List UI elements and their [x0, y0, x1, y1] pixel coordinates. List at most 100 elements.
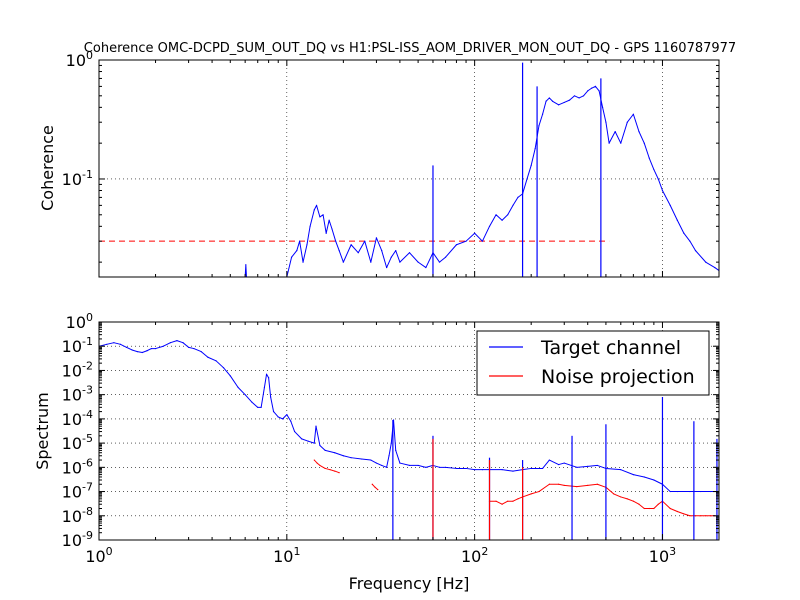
- spectrum-point-target-channel: [313, 442, 315, 444]
- coherence-ytick-label: 10-1: [62, 168, 93, 189]
- spectrum-point-target-channel: [315, 425, 317, 427]
- spectrum-point-noise-projection: [676, 510, 678, 513]
- coherence-point-coherence: [507, 214, 509, 216]
- spectrum-point-target-channel: [563, 462, 565, 464]
- coherence-point-coherence: [551, 100, 554, 102]
- spectrum-point-target-channel: [324, 449, 326, 451]
- spectrum-point-target-channel: [263, 386, 266, 388]
- coherence-series-coherence: [244, 85, 719, 277]
- coherence-point-coherence: [408, 252, 411, 254]
- spectrum-ytick-label: 10-9: [62, 529, 93, 550]
- spectrum-point-target-channel: [676, 490, 678, 493]
- spectrum-point-noise-projection: [648, 507, 650, 510]
- spectrum-point-target-channel: [106, 343, 108, 345]
- coherence-point-coherence: [481, 240, 484, 242]
- spectrum-point-target-channel: [512, 470, 514, 472]
- spectrum-ytick-label: 10-8: [62, 505, 93, 526]
- spectrum-point-noise-projection: [576, 486, 578, 488]
- spectrum-point-target-channel: [350, 457, 352, 459]
- spectrum-point-target-channel: [632, 474, 634, 476]
- spectrum-point-target-channel: [481, 469, 484, 471]
- spectrum-point-noise-projection: [313, 459, 315, 461]
- coherence-point-coherence: [331, 228, 333, 230]
- spectrum-ytick-label: 10-5: [62, 432, 93, 453]
- spectrum-point-target-channel: [386, 466, 388, 468]
- spectrum-point-target-channel: [342, 455, 344, 457]
- spectrum-point-noise-projection: [613, 493, 615, 495]
- spectrum-point-target-channel: [653, 479, 655, 481]
- coherence-point-coherence: [548, 97, 550, 99]
- coherence-point-coherence: [425, 266, 427, 269]
- coherence-point-coherence: [605, 121, 607, 123]
- coherence-ytick-label: 100: [66, 49, 93, 70]
- spectrum-point-target-channel: [270, 396, 272, 398]
- spectrum-point-target-channel: [125, 346, 128, 348]
- spectrum-point-target-channel: [700, 490, 702, 493]
- coherence-point-coherence: [299, 240, 301, 242]
- spectrum-ytick-label: 10-3: [62, 384, 93, 405]
- coherence-point-coherence: [587, 90, 589, 92]
- spectrum-point-target-channel: [293, 430, 296, 433]
- spectrum-ytick-label: 10-1: [62, 335, 93, 356]
- spectrum-point-target-channel: [465, 467, 467, 470]
- spectrum-point-target-channel: [334, 452, 336, 454]
- spectrum-point-target-channel: [200, 351, 202, 353]
- coherence-point-coherence: [657, 178, 659, 180]
- spectrum-point-target-channel: [176, 340, 178, 342]
- coherence-point-coherence: [315, 204, 318, 206]
- coherence-panel: 10-1 100 Coherence: [38, 49, 720, 278]
- coherence-point-coherence: [364, 240, 366, 242]
- spectrum-point-noise-projection: [507, 500, 509, 502]
- spectrum-ytick-label: 10-4: [62, 408, 93, 429]
- spectrum-point-target-channel: [136, 351, 138, 353]
- spectrum-point-noise-projection: [374, 486, 376, 488]
- coherence-point-coherence: [632, 113, 634, 115]
- spectrum-point-target-channel: [150, 347, 152, 350]
- coherence-point-coherence: [620, 142, 622, 144]
- spectrum-point-target-channel: [257, 406, 259, 408]
- coherence-point-coherence: [689, 240, 691, 242]
- spectrum-point-noise-projection: [495, 500, 497, 502]
- spectrum-point-target-channel: [669, 490, 671, 493]
- spectrum-point-target-channel: [501, 469, 503, 471]
- coherence-point-coherence: [335, 240, 337, 242]
- spectrum-series-target-channel: [99, 340, 719, 493]
- spectrum-point-target-channel: [154, 347, 157, 350]
- coherence-point-coherence: [495, 214, 497, 216]
- coherence-point-coherence: [290, 256, 293, 258]
- coherence-point-coherence: [370, 261, 372, 263]
- spectrum-point-noise-projection: [626, 498, 628, 500]
- spectrum-xtick-label: 101: [273, 545, 300, 566]
- coherence-point-coherence: [591, 87, 593, 89]
- spectrum-point-target-channel: [141, 351, 143, 354]
- spectrum-point-noise-projection: [653, 507, 655, 510]
- spectrum-point-target-channel: [548, 459, 550, 461]
- spectrum-xtick-label: 100: [85, 545, 112, 566]
- coherence-plot-area: [99, 62, 719, 277]
- spectrum-point-noise-projection: [377, 489, 379, 491]
- coherence-point-coherence: [534, 148, 536, 150]
- spectrum-point-target-channel: [265, 373, 268, 375]
- spectrum-ytick-label: 10-6: [62, 456, 93, 477]
- spectrum-point-target-channel: [169, 342, 172, 344]
- coherence-point-coherence: [598, 90, 600, 92]
- coherence-point-coherence: [302, 261, 304, 263]
- coherence-point-coherence: [608, 142, 610, 144]
- spectrum-point-noise-projection: [657, 503, 659, 505]
- spectrum-point-target-channel: [244, 394, 246, 396]
- coherence-point-coherence: [558, 104, 560, 106]
- spectrum-point-noise-projection: [694, 515, 697, 517]
- coherence-point-coherence: [319, 216, 321, 218]
- coherence-point-coherence: [694, 250, 697, 252]
- spectrum-point-target-channel: [260, 406, 262, 408]
- spectrum-point-noise-projection: [538, 490, 540, 493]
- spectrum-point-target-channel: [587, 465, 589, 467]
- coherence-title: Coherence OMC-DCPD_SUM_OUT_DQ vs H1:PSL-…: [84, 41, 736, 56]
- spectrum-xtick-label: 103: [649, 545, 676, 566]
- spectrum-point-noise-projection: [329, 469, 331, 471]
- spectrum-point-noise-projection: [334, 470, 336, 472]
- spectrum-point-target-channel: [222, 367, 225, 369]
- spectrum-ytick-label: 10-7: [62, 481, 93, 502]
- coherence-point-coherence: [573, 95, 576, 97]
- coherence-point-coherence: [530, 164, 532, 167]
